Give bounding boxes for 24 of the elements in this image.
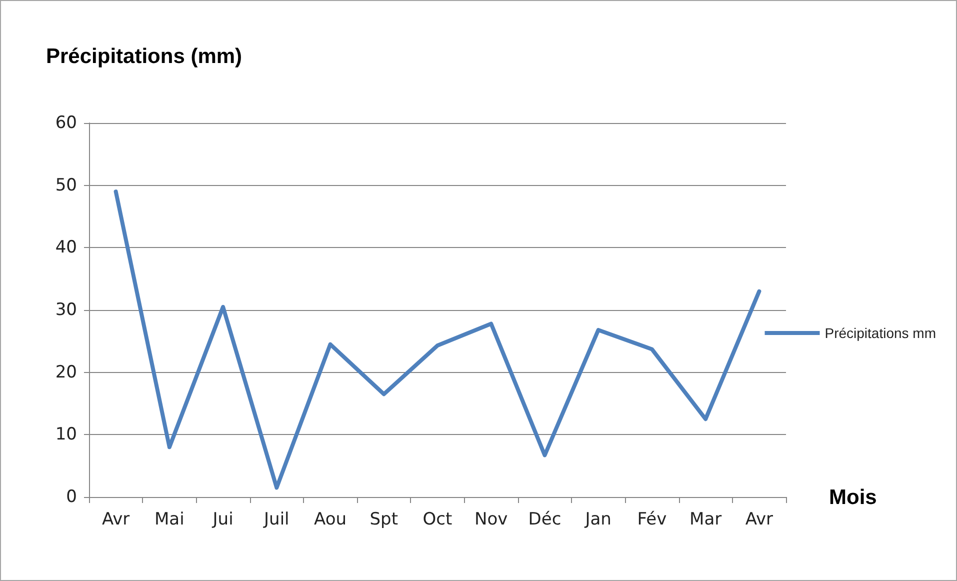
y-tick-label: 40 <box>55 238 77 258</box>
legend-label: Précipitations mm <box>824 325 936 341</box>
x-tick-label: Fév <box>637 510 667 530</box>
x-tick-label: Oct <box>422 510 453 530</box>
y-axis-title: Précipitations (mm) <box>46 45 242 68</box>
x-tick-label: Jui <box>212 510 234 530</box>
y-tick-label: 60 <box>55 113 77 133</box>
x-tick-label: Avr <box>102 510 130 530</box>
x-tick-label: Aou <box>314 510 347 530</box>
line-series <box>114 190 762 490</box>
y-tick-label: 20 <box>55 362 77 382</box>
x-tick-label: Juil <box>263 510 290 530</box>
x-axis-title: Mois <box>829 486 877 509</box>
x-tick-label: Nov <box>474 510 508 530</box>
x-tick-label: Spt <box>370 510 398 530</box>
x-tick-label: Mar <box>690 510 722 530</box>
x-tick-label: Jan <box>584 510 612 530</box>
y-tick-label: 50 <box>55 175 77 196</box>
y-tick-label: 0 <box>66 487 77 507</box>
x-tick-label: Déc <box>528 510 562 530</box>
x-tick-label: Mai <box>154 510 184 530</box>
x-tick-label: Avr <box>745 510 774 530</box>
y-tick-label: 10 <box>55 424 77 445</box>
y-tick-label: 30 <box>55 300 77 320</box>
